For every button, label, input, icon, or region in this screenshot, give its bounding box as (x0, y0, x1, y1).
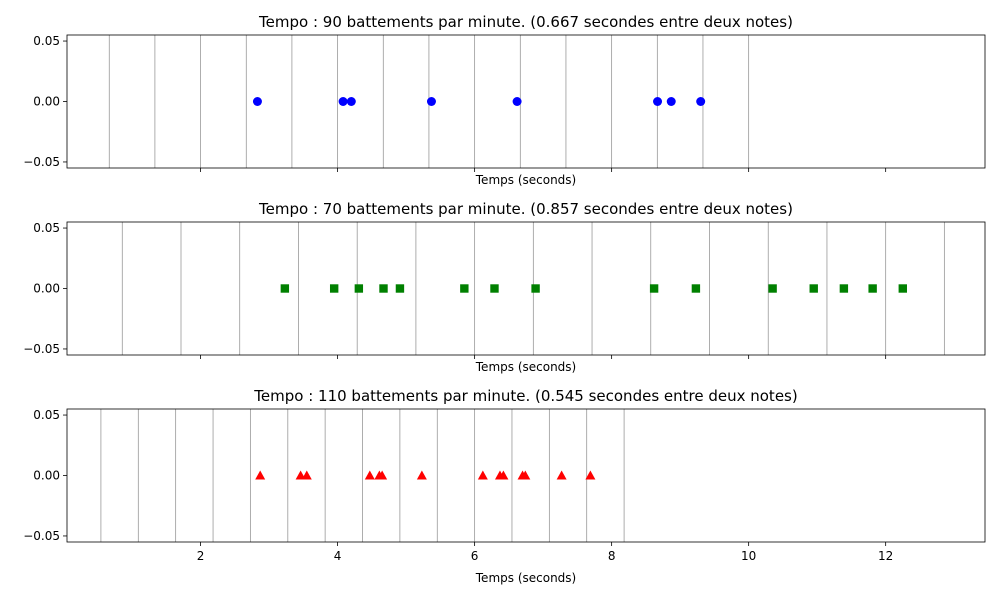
data-point (426, 97, 436, 106)
x-axis-label: Temps (seconds) (475, 571, 576, 585)
data-point (379, 284, 388, 293)
chart-title: Tempo : 70 battements par minute. (0.857… (258, 200, 793, 218)
chart-panel-2: Tempo : 70 battements par minute. (0.857… (23, 200, 986, 374)
y-tick-label: 0.05 (33, 408, 60, 422)
data-point (556, 470, 567, 480)
data-point (301, 470, 312, 480)
data-point (520, 470, 531, 480)
x-axis-label: Temps (seconds) (475, 173, 576, 187)
data-point (768, 284, 777, 293)
x-tick-label: 8 (608, 549, 616, 563)
chart-title: Tempo : 90 battements par minute. (0.667… (258, 13, 793, 31)
x-tick-label: 6 (471, 549, 479, 563)
data-point (346, 97, 356, 106)
chart-title: Tempo : 110 battements par minute. (0.54… (253, 387, 797, 405)
data-point (868, 284, 877, 293)
data-point (649, 284, 659, 293)
y-tick-label: 0.05 (33, 221, 60, 235)
data-point (252, 97, 262, 106)
data-point (585, 470, 596, 480)
data-point (512, 97, 522, 106)
data-point (354, 284, 364, 293)
data-point (898, 284, 907, 293)
y-tick-label: −0.05 (23, 529, 60, 543)
data-point (460, 284, 469, 293)
data-point (329, 284, 339, 293)
data-point (691, 284, 701, 293)
data-point (531, 284, 540, 293)
x-axis-label: Temps (seconds) (475, 360, 576, 374)
data-point (666, 97, 676, 106)
data-point (338, 97, 348, 106)
data-point (498, 470, 509, 480)
data-point (255, 470, 266, 480)
y-tick-label: 0.00 (33, 282, 60, 296)
y-tick-label: 0.05 (33, 34, 60, 48)
axes-frame (66, 34, 986, 169)
data-point (395, 284, 405, 293)
data-point (653, 97, 663, 106)
data-point (839, 284, 849, 293)
x-tick-label: 4 (334, 549, 342, 563)
data-point (490, 284, 499, 293)
data-point (809, 284, 818, 293)
x-tick-label: 12 (878, 549, 893, 563)
data-point (280, 284, 290, 293)
y-tick-label: −0.05 (23, 342, 60, 356)
data-point (696, 97, 706, 106)
data-point (477, 470, 488, 480)
x-tick-label: 2 (197, 549, 205, 563)
x-tick-label: 10 (741, 549, 756, 563)
data-point (416, 470, 427, 480)
y-tick-label: −0.05 (23, 155, 60, 169)
chart-panel-3: Tempo : 110 battements par minute. (0.54… (23, 387, 986, 585)
y-tick-label: 0.00 (33, 95, 60, 109)
data-point (364, 470, 375, 480)
y-tick-label: 0.00 (33, 469, 60, 483)
chart-panel-1: Tempo : 90 battements par minute. (0.667… (23, 13, 986, 187)
data-point (377, 470, 388, 480)
